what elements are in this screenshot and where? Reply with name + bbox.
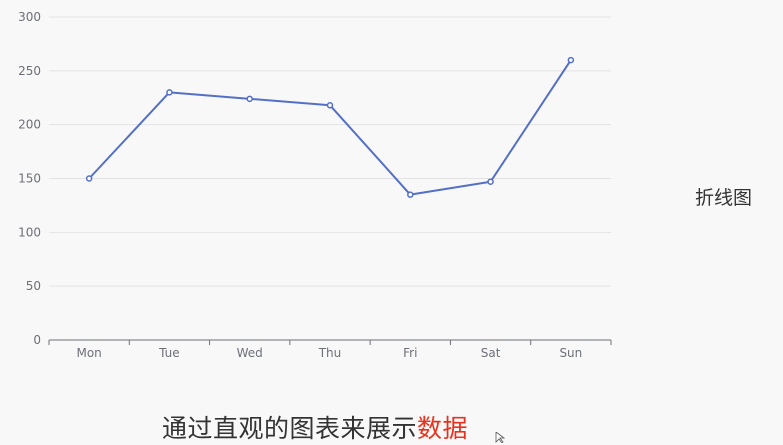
x-tick-label: Sat [481,346,501,360]
data-point [487,178,494,185]
line-chart: 0 50 100 150 200 250 300 Mon Tue Wed Thu Fri Sat Sun [18,10,612,360]
y-tick-label: 250 [18,64,41,78]
data-point [567,56,575,64]
data-point [246,95,253,103]
series-polyline [88,59,572,196]
grid-lines [49,16,611,287]
subtitle-caption: 通过直观的图表来展示数据 [162,409,468,445]
series-line [85,56,575,198]
chart-type-label: 折线图 [695,187,753,209]
data-point [326,102,334,109]
x-tick-label: Mon [76,346,101,360]
caption-highlight: 数据 [417,414,469,443]
x-tick-label: Tue [158,346,180,360]
data-point [166,89,173,96]
caption-text: 通过直观的图表来展示 [162,414,418,443]
y-tick-label: 200 [18,118,41,132]
y-tick-label: 50 [26,279,41,293]
y-tick-label: 0 [33,333,41,347]
x-tick-label: Thu [318,346,342,360]
y-axis-ticks: 0 50 100 150 200 250 300 [18,10,41,347]
x-axis: Mon Tue Wed Thu Fri Sat Sun [48,339,612,360]
y-tick-label: 300 [18,10,41,24]
data-point [85,175,93,182]
data-point [407,191,414,198]
x-tick-label: Sun [559,346,582,360]
x-tick-label: Fri [403,346,417,360]
x-tick-label: Wed [237,346,263,360]
y-tick-label: 100 [18,225,41,239]
mouse-cursor-icon [495,432,506,443]
y-tick-label: 150 [18,172,41,186]
